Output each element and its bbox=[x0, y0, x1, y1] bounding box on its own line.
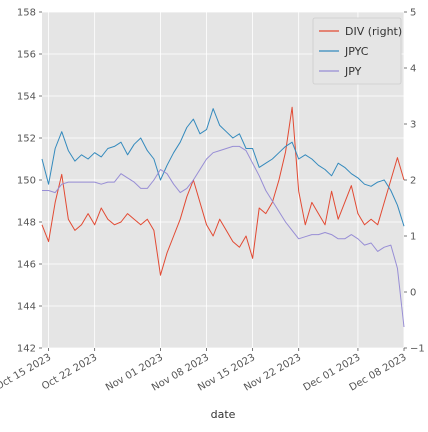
left-y-tick-label: 158 bbox=[17, 8, 36, 19]
right-y-tick-label: −1 bbox=[410, 344, 425, 355]
legend-box bbox=[312, 17, 402, 85]
right-y-tick-label: 4 bbox=[410, 64, 416, 75]
left-y-tick-label: 148 bbox=[17, 218, 36, 229]
legend-label: DIV (right) bbox=[345, 25, 402, 38]
series-line-1 bbox=[41, 108, 405, 227]
right-y-tick-label: 1 bbox=[410, 232, 416, 243]
series-line-2 bbox=[42, 145, 405, 328]
left-y-tick-label: 146 bbox=[17, 260, 36, 271]
right-y-tick-label: 5 bbox=[410, 8, 416, 19]
grid bbox=[42, 11, 405, 349]
left-y-tick-label: 150 bbox=[17, 176, 36, 187]
left-y-tick-label: 144 bbox=[17, 302, 36, 313]
series-lines bbox=[41, 106, 405, 328]
left-y-tick-label: 156 bbox=[17, 50, 36, 61]
right-y-tick-label: 0 bbox=[410, 288, 416, 299]
left-y-tick-label: 152 bbox=[17, 134, 36, 145]
left-y-tick-label: 142 bbox=[17, 344, 36, 355]
left-y-axis: 142 144 146 148 150 152 154 156 158 bbox=[17, 8, 42, 355]
right-y-axis: −1 0 1 2 3 4 5 bbox=[404, 8, 425, 355]
right-y-tick-label: 2 bbox=[410, 176, 416, 187]
legend: DIV (right) JPYC JPY bbox=[312, 17, 402, 85]
right-y-tick-label: 3 bbox=[410, 120, 416, 131]
left-y-tick-label: 154 bbox=[17, 92, 36, 103]
x-axis-label: date bbox=[211, 408, 236, 421]
legend-label: JPYC bbox=[344, 45, 369, 58]
legend-label: JPY bbox=[344, 65, 362, 78]
series-line-0 bbox=[41, 106, 405, 276]
